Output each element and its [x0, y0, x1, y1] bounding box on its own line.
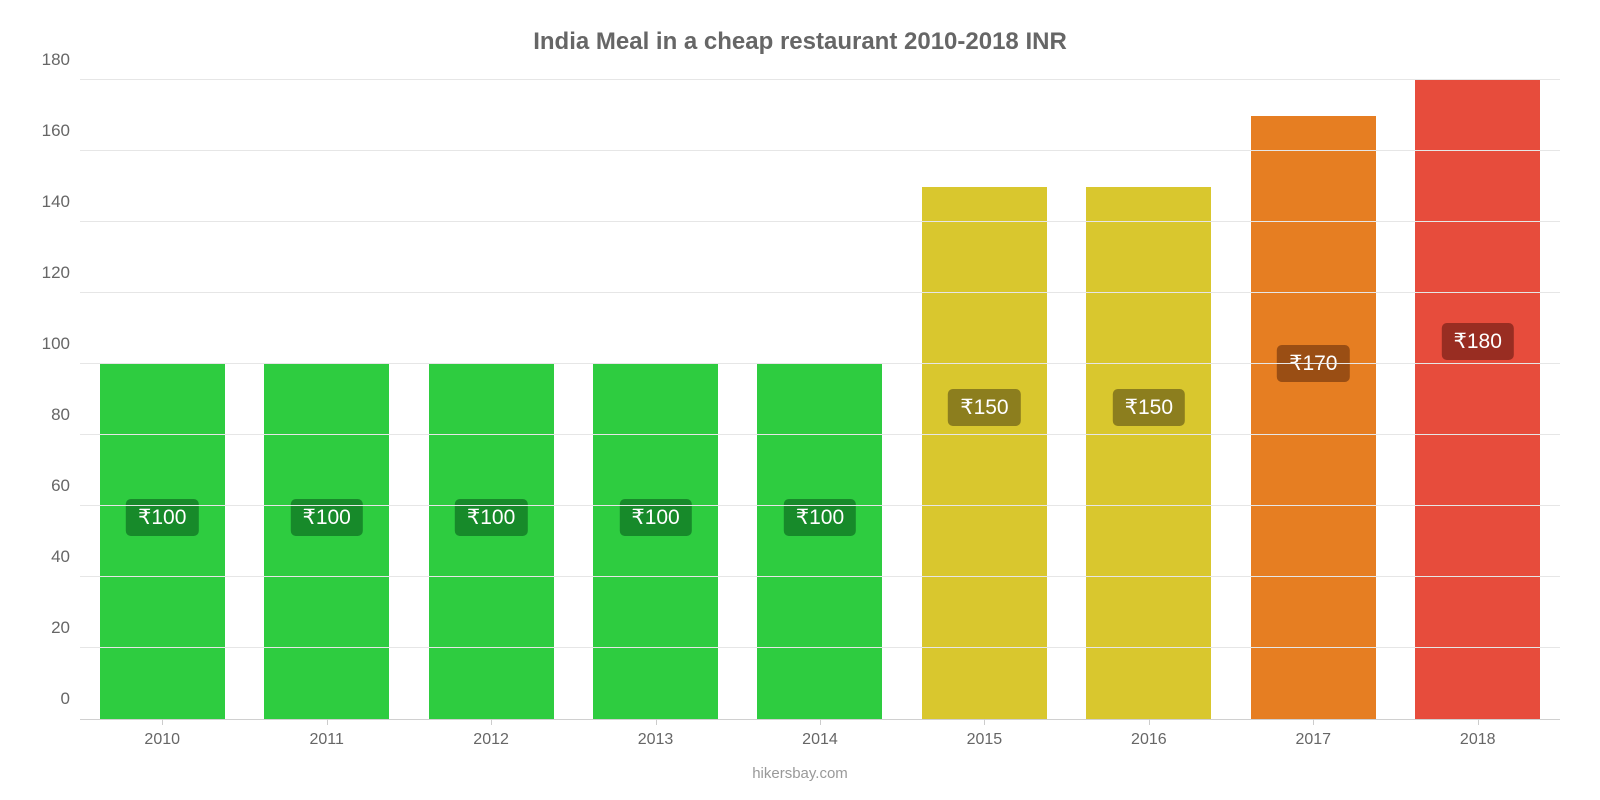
bar-slot: ₹1802018: [1396, 80, 1560, 719]
x-tick-mark: [327, 719, 328, 725]
bar-slot: ₹1002011: [244, 80, 408, 719]
x-tick-mark: [984, 719, 985, 725]
value-badge: ₹150: [948, 389, 1020, 426]
y-tick-label: 40: [30, 547, 70, 567]
x-tick-mark: [162, 719, 163, 725]
bars-row: ₹1002010₹1002011₹1002012₹1002013₹1002014…: [80, 80, 1560, 719]
x-tick-label: 2016: [1067, 731, 1231, 749]
gridline: [80, 434, 1560, 435]
bar: ₹100: [757, 364, 882, 719]
x-tick-mark: [656, 719, 657, 725]
y-tick-label: 80: [30, 405, 70, 425]
gridline: [80, 647, 1560, 648]
gridline: [80, 292, 1560, 293]
x-tick-mark: [820, 719, 821, 725]
chart-title: India Meal in a cheap restaurant 2010-20…: [30, 28, 1570, 56]
bar-slot: ₹1502015: [902, 80, 1066, 719]
gridline: [80, 576, 1560, 577]
x-tick-label: 2013: [573, 731, 737, 749]
bar: ₹170: [1251, 116, 1376, 720]
x-tick-label: 2018: [1396, 731, 1560, 749]
x-tick-mark: [1149, 719, 1150, 725]
value-badge: ₹150: [1113, 389, 1185, 426]
bar-slot: ₹1002010: [80, 80, 244, 719]
bar-slot: ₹1002012: [409, 80, 573, 719]
y-tick-label: 180: [30, 50, 70, 70]
bar-slot: ₹1502016: [1067, 80, 1231, 719]
bar: ₹150: [922, 187, 1047, 720]
x-tick-label: 2010: [80, 731, 244, 749]
bar: ₹180: [1415, 80, 1540, 719]
y-tick-label: 0: [30, 689, 70, 709]
bar: ₹100: [593, 364, 718, 719]
x-tick-mark: [1313, 719, 1314, 725]
bar-slot: ₹1702017: [1231, 80, 1395, 719]
gridline: [80, 363, 1560, 364]
gridline: [80, 150, 1560, 151]
y-tick-label: 120: [30, 263, 70, 283]
bar-slot: ₹1002014: [738, 80, 902, 719]
gridline: [80, 79, 1560, 80]
gridline: [80, 505, 1560, 506]
y-tick-label: 160: [30, 121, 70, 141]
y-tick-label: 140: [30, 192, 70, 212]
x-tick-label: 2011: [244, 731, 408, 749]
bar-slot: ₹1002013: [573, 80, 737, 719]
bar: ₹150: [1086, 187, 1211, 720]
bar: ₹100: [429, 364, 554, 719]
plot-area: ₹1002010₹1002011₹1002012₹1002013₹1002014…: [80, 80, 1560, 720]
x-tick-label: 2014: [738, 731, 902, 749]
gridline: [80, 221, 1560, 222]
x-tick-label: 2012: [409, 731, 573, 749]
x-tick-mark: [491, 719, 492, 725]
value-badge: ₹180: [1442, 323, 1514, 360]
y-tick-label: 60: [30, 476, 70, 496]
x-tick-label: 2015: [902, 731, 1066, 749]
chart-container: India Meal in a cheap restaurant 2010-20…: [0, 0, 1600, 800]
x-tick-label: 2017: [1231, 731, 1395, 749]
source-label: hikersbay.com: [0, 765, 1600, 782]
x-tick-mark: [1478, 719, 1479, 725]
bar: ₹100: [100, 364, 225, 719]
y-tick-label: 100: [30, 334, 70, 354]
y-tick-label: 20: [30, 618, 70, 638]
bar: ₹100: [264, 364, 389, 719]
